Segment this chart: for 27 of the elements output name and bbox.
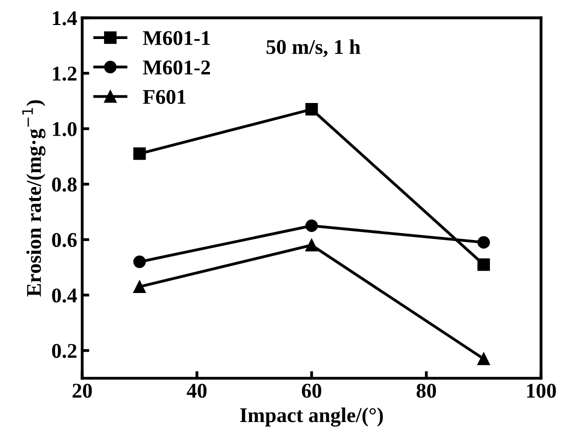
y-tick-label: 1.4 bbox=[52, 11, 77, 26]
point bbox=[133, 256, 146, 268]
point bbox=[477, 258, 490, 271]
point bbox=[305, 103, 318, 116]
x-axis-title: Impact angle/(°) bbox=[240, 408, 383, 427]
point bbox=[305, 238, 318, 252]
point bbox=[133, 280, 146, 293]
legend-label: F601 bbox=[142, 90, 186, 104]
y-tick-label: 1.2 bbox=[52, 66, 76, 81]
legend-label: M601-1 bbox=[142, 31, 210, 46]
y-tick-label: 0.8 bbox=[52, 178, 77, 192]
point bbox=[477, 236, 490, 249]
annotation: 50 m/s, 1 h bbox=[266, 39, 360, 58]
x-tick-label: 80 bbox=[416, 384, 436, 398]
point bbox=[477, 352, 490, 366]
point bbox=[133, 147, 146, 160]
legend-label: M601-2 bbox=[142, 60, 210, 75]
y-tick-label: 0.6 bbox=[52, 232, 77, 248]
y-tick-label: 0.2 bbox=[52, 344, 76, 358]
y-tick-label: 1.0 bbox=[52, 122, 77, 136]
y-tick-label: 0.4 bbox=[52, 288, 77, 303]
y-axis-title: Erosion rate/(mg·g$^{−1}$) bbox=[22, 100, 46, 297]
x-tick-label: 100 bbox=[527, 384, 556, 398]
x-tick-label: 20 bbox=[72, 384, 92, 398]
x-tick-label: 40 bbox=[186, 384, 207, 398]
point bbox=[305, 220, 318, 232]
x-tick-label: 60 bbox=[302, 384, 322, 398]
